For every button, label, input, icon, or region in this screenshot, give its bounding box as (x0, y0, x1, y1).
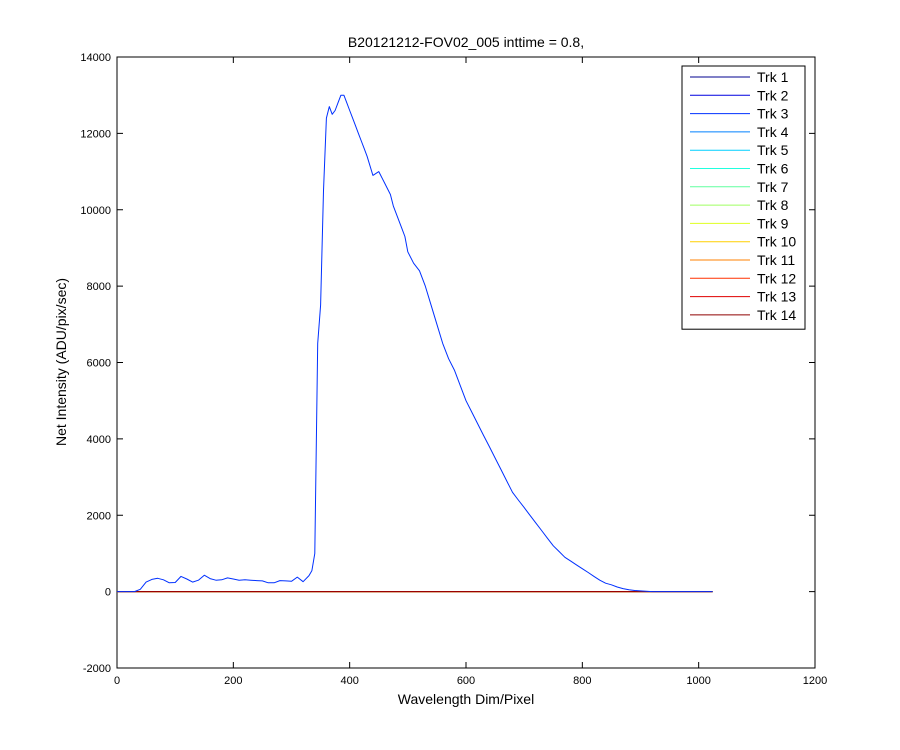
legend-entry: Trk 14 (757, 307, 796, 323)
legend-entry: Trk 9 (757, 215, 789, 231)
legend-entry: Trk 7 (757, 179, 789, 195)
chart-title: B20121212-FOV02_005 inttime = 0.8, (348, 34, 584, 50)
legend-entry: Trk 6 (757, 161, 789, 177)
x-axis-label: Wavelength Dim/Pixel (398, 691, 534, 707)
legend-box (681, 65, 806, 330)
legend-entry: Trk 10 (757, 234, 796, 250)
y-tick-label: 10000 (80, 205, 111, 217)
axis-ticks: 0 200 400 600 800 1000 1200-200002000400060008… (80, 52, 827, 687)
y-tick-label: -2000 (83, 663, 111, 675)
legend-entry: Trk 13 (757, 289, 796, 305)
x-tick-label: 800 (573, 675, 591, 687)
x-tick-label: 0 (114, 675, 120, 687)
x-tick-label: 400 (340, 675, 358, 687)
legend-entry: Trk 1 (757, 69, 789, 85)
legend-entry: Trk 3 (757, 106, 789, 122)
series-line-trk-3 (117, 94, 713, 593)
x-tick-label: 1000 (686, 675, 710, 687)
y-tick-label: 12000 (80, 128, 111, 140)
y-tick-label: 8000 (87, 281, 111, 293)
series-layer (117, 94, 713, 593)
y-axis-label: Net Intensity (ADU/pix/sec) (53, 278, 69, 446)
y-tick-label: 4000 (87, 434, 111, 446)
y-tick-label: 6000 (87, 358, 111, 370)
legend-entry: Trk 5 (757, 142, 789, 158)
y-tick-label: 14000 (80, 52, 111, 64)
legend: Trk 1 Trk 2 Trk 3 Trk 4 Trk 5 Trk 6 Trk 7 Trk 8… (681, 65, 806, 330)
y-tick-label: 0 (105, 587, 111, 599)
legend-entry: Trk 4 (757, 124, 789, 140)
y-tick-label: 2000 (87, 510, 111, 522)
legend-entry: Trk 8 (757, 197, 789, 213)
x-tick-label: 600 (457, 675, 475, 687)
x-tick-label: 200 (224, 675, 242, 687)
legend-entry: Trk 11 (757, 252, 795, 268)
legend-entry: Trk 2 (757, 87, 789, 103)
x-tick-label: 1200 (803, 675, 827, 687)
legend-entry: Trk 12 (757, 270, 796, 286)
